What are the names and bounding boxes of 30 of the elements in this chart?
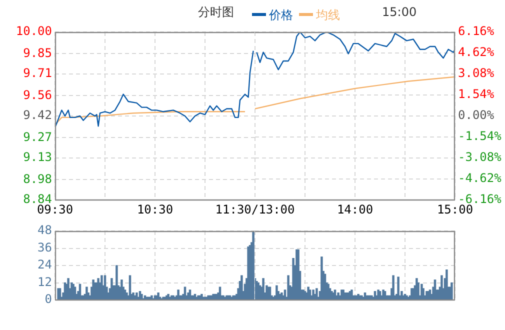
y2-tick-label: 6.16%	[458, 24, 495, 38]
y-tick-label: 12	[38, 274, 52, 289]
y-tick-label: 36	[38, 240, 52, 254]
y2-tick-label: -3.08%	[458, 150, 502, 164]
y-tick-label: 48	[38, 223, 52, 238]
x-tick-label: 09:30	[36, 202, 74, 216]
x-tick-label: 14:00	[336, 202, 374, 216]
y2-tick-label: 1.54%	[458, 87, 495, 102]
y-tick-label: 9.27	[23, 130, 52, 144]
y2-tick-label: 0.00%	[458, 108, 495, 122]
y-tick-label: 9.85	[23, 46, 52, 60]
y-tick-label: 9.56	[23, 88, 52, 102]
y2-tick-label: -4.62%	[458, 171, 502, 186]
y-tick-label: 10.00	[16, 24, 52, 38]
x-tick-label: 15:00	[436, 202, 474, 216]
legend-label: 价格	[269, 6, 293, 22]
x-tick-label: 11:30/13:00	[215, 202, 295, 216]
y-tick-label: 0	[44, 292, 52, 306]
y-tick-label: 9.71	[23, 66, 52, 80]
y-tick-label: 9.42	[23, 108, 52, 122]
y-tick-label: 9.13	[23, 150, 52, 164]
y2-tick-label: 4.62%	[458, 45, 495, 60]
y-tick-label: 8.98	[23, 172, 52, 186]
y2-tick-label: -1.54%	[458, 129, 502, 144]
y-tick-label: 24	[38, 258, 52, 272]
x-tick-label: 10:30	[136, 202, 174, 216]
y2-tick-label: 3.08%	[458, 66, 495, 80]
text: 15:00	[382, 5, 417, 19]
legend-label: 均线	[316, 6, 340, 22]
chart-title: 分时图	[198, 5, 234, 19]
